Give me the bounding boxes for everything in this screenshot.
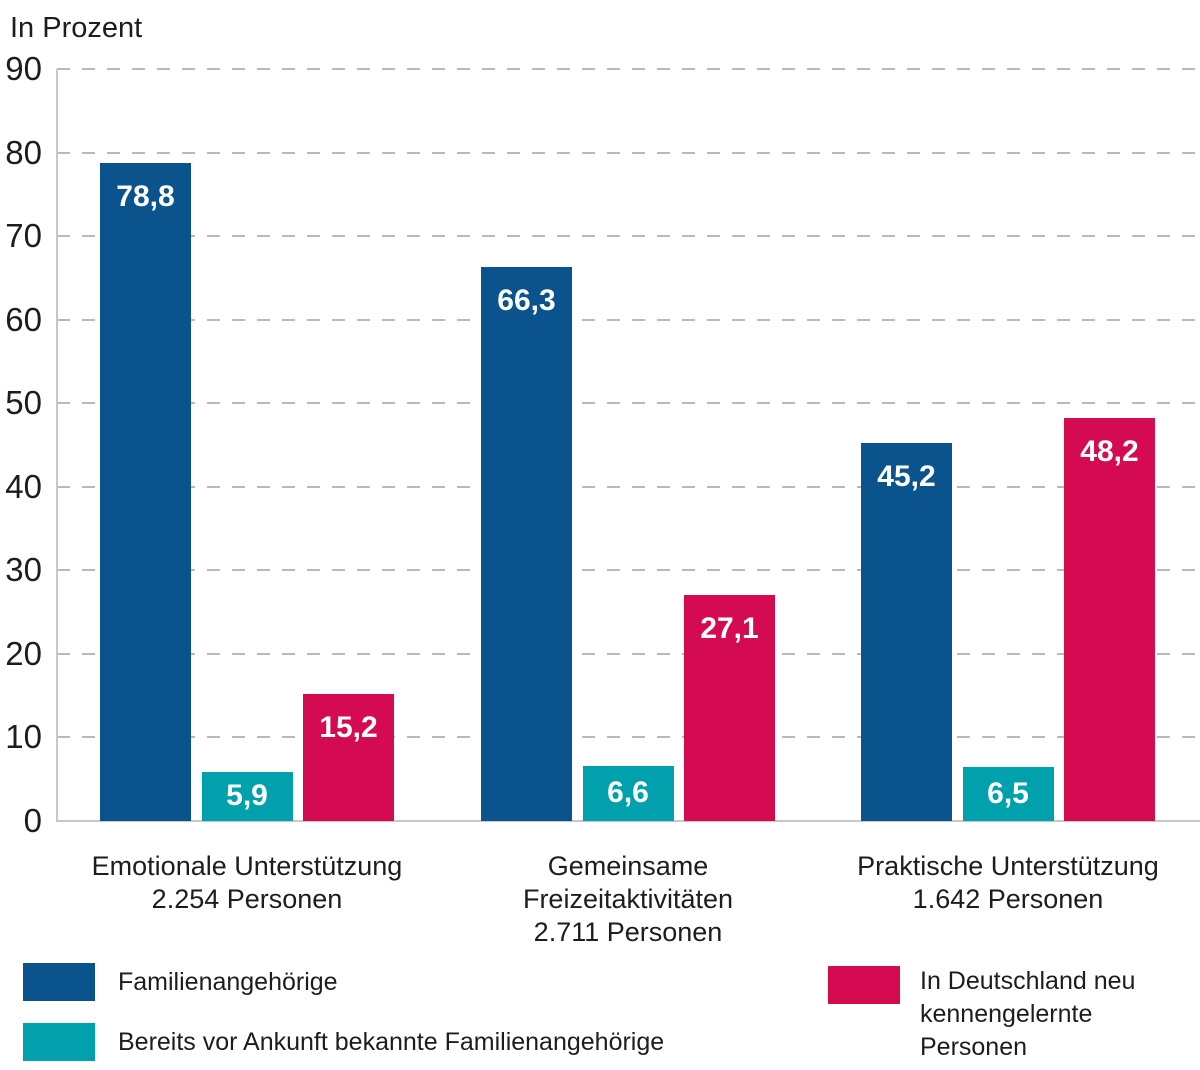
- legend-swatch-familienangehoerige: [23, 963, 95, 1001]
- category-label: Praktische Unterstützung 1.642 Personen: [808, 850, 1200, 916]
- bar-value-label: 6,6: [607, 776, 649, 810]
- bar: 45,2: [861, 443, 952, 821]
- category-label-line: 2.254 Personen: [151, 884, 343, 914]
- bar-value-label: 45,2: [877, 460, 936, 494]
- gridline: [57, 652, 1200, 655]
- category-label: Gemeinsame Freizeitaktivitäten 2.711 Perso…: [428, 850, 828, 949]
- bar-value-label: 27,1: [700, 611, 759, 645]
- y-axis-tick-label: 80: [5, 133, 42, 171]
- bar: 78,8: [100, 162, 191, 821]
- category-label-line: Emotionale Unterstützung: [91, 851, 403, 881]
- legend-swatch-bekannte-familienangehoerige: [23, 1023, 95, 1061]
- legend-label-neu-kennengelernte: In Deutschland neu kennengelernte Person…: [920, 967, 1136, 1061]
- x-axis-line: [56, 820, 1200, 822]
- bar: 48,2: [1064, 418, 1155, 821]
- y-axis-tick-label: 30: [5, 551, 42, 589]
- legend-swatch-neu-kennengelernte: [828, 966, 900, 1004]
- legend-item-bekannte-familienangehoerige: Bereits vor Ankunft bekannte Familienang…: [23, 1023, 664, 1061]
- gridline: [57, 235, 1200, 238]
- y-axis-tick-label: 10: [5, 718, 42, 756]
- bar: 66,3: [481, 267, 572, 821]
- y-axis-tick-label: 0: [23, 802, 42, 839]
- category-label-line: 2.711 Personen: [533, 917, 723, 947]
- category-label-line: 1.642 Personen: [912, 884, 1104, 914]
- bar-value-label: 5,9: [226, 779, 268, 813]
- bar: 6,5: [962, 766, 1054, 821]
- chart-title: In Prozent: [10, 12, 143, 44]
- y-axis-tick-label: 20: [5, 634, 42, 672]
- legend-item-neu-kennengelernte: In Deutschland neu kennengelernte Person…: [828, 963, 1175, 1064]
- bar: 5,9: [201, 771, 293, 821]
- legend-label-familienangehoerige: Familienangehörige: [118, 968, 338, 996]
- bar: 27,1: [684, 594, 775, 821]
- category-label: Emotionale Unterstützung 2.254 Personen: [47, 850, 447, 916]
- bar-value-label: 66,3: [497, 284, 556, 318]
- category-label-line: Gemeinsame: [547, 851, 709, 881]
- gridline: [57, 569, 1200, 572]
- category-label-line: Freizeitaktivitäten: [522, 884, 734, 914]
- gridline: [57, 151, 1200, 154]
- category-label-line: Praktische Unterstützung: [857, 851, 1159, 881]
- y-axis-tick-label: 60: [5, 300, 42, 338]
- bar: 6,6: [582, 765, 674, 821]
- gridline: [57, 736, 1200, 739]
- gridline: [57, 485, 1200, 488]
- gridline: [57, 318, 1200, 321]
- legend-label-bekannte-familienangehoerige: Bereits vor Ankunft bekannte Familienang…: [118, 1028, 665, 1056]
- bar-value-label: 15,2: [319, 710, 378, 744]
- bar-value-label: 6,5: [987, 776, 1029, 810]
- bar: 15,2: [303, 693, 394, 821]
- gridline: [57, 402, 1200, 405]
- gridline: [57, 68, 1200, 70]
- bar-value-label: 78,8: [116, 179, 175, 213]
- bar-value-label: 48,2: [1080, 435, 1139, 469]
- legend-item-familienangehoerige: Familienangehörige: [23, 963, 338, 1001]
- y-axis-tick-label: 50: [5, 384, 42, 422]
- y-axis-tick-label: 70: [5, 217, 42, 255]
- y-axis-tick-label: 90: [5, 50, 42, 87]
- y-axis-line: [56, 69, 58, 821]
- y-axis-tick-label: 40: [5, 467, 42, 505]
